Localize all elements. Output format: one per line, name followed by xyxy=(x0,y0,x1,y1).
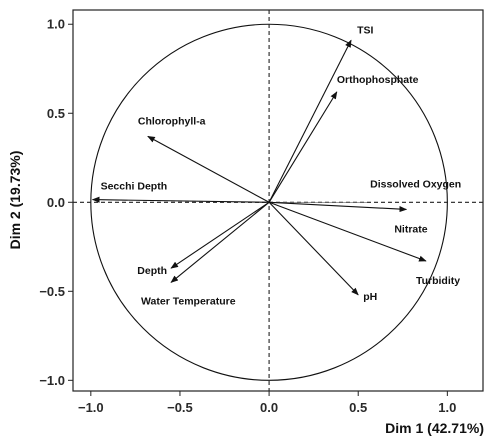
label-chlorophyll-a: Chlorophyll-a xyxy=(138,115,206,127)
y-tick-label: −0.5 xyxy=(39,284,65,299)
x-axis-title: Dim 1 (42.71%) xyxy=(385,420,484,436)
arrow-nitrate xyxy=(269,201,408,213)
label-dissolved-oxygen: Dissolved Oxygen xyxy=(370,178,461,190)
arrow-depth xyxy=(170,201,270,269)
arrow-chlorophyll-a xyxy=(147,135,270,203)
label-orthophosphate: Orthophosphate xyxy=(337,74,419,86)
variable-arrows xyxy=(91,39,427,296)
x-tick-label: −0.5 xyxy=(167,400,193,415)
arrow-water-temperature xyxy=(170,201,270,283)
label-depth: Depth xyxy=(137,265,167,277)
variable-labels: TSI Orthophosphate Chlorophyll-a Secchi Dep… xyxy=(101,24,462,307)
y-axis-ticks: −1.0 −0.5 0.0 0.5 1.0 xyxy=(39,17,73,388)
label-ph: pH xyxy=(363,291,377,303)
x-tick-label: 0.5 xyxy=(349,400,367,415)
arrow-ph xyxy=(268,201,359,296)
y-tick-label: 0.5 xyxy=(47,106,65,121)
x-axis-ticks: −1.0 −0.5 0.0 0.5 1.0 xyxy=(78,391,456,415)
label-tsi: TSI xyxy=(357,24,373,36)
arrow-secchi-depth xyxy=(91,196,270,203)
arrow-turbidity xyxy=(268,201,427,262)
x-tick-label: −1.0 xyxy=(78,400,104,415)
y-tick-label: −1.0 xyxy=(39,373,65,388)
y-axis-title: Dim 2 (19.73%) xyxy=(7,151,23,250)
label-turbidity: Turbidity xyxy=(416,275,460,287)
arrow-tsi xyxy=(268,39,352,203)
x-tick-label: 0.0 xyxy=(260,400,278,415)
x-tick-label: 1.0 xyxy=(438,400,456,415)
y-tick-label: 0.0 xyxy=(47,195,65,210)
arrow-orthophosphate xyxy=(268,91,338,203)
label-water-temperature: Water Temperature xyxy=(141,295,236,307)
label-secchi-depth: Secchi Depth xyxy=(101,181,168,193)
y-tick-label: 1.0 xyxy=(47,17,65,32)
label-nitrate: Nitrate xyxy=(394,223,427,235)
